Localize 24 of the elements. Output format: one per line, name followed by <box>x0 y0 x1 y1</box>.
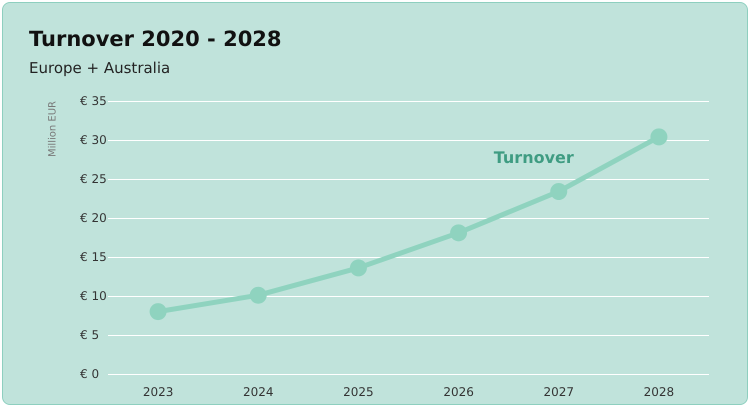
y-tick-label: € 20 <box>80 211 107 225</box>
x-tick-label: 2026 <box>443 385 474 399</box>
series-label: Turnover <box>494 148 574 167</box>
point <box>450 224 468 242</box>
y-tick-label: € 0 <box>80 367 100 381</box>
x-tick-label: 2024 <box>242 385 274 399</box>
y-tick-label: € 25 <box>80 172 107 186</box>
x-tick-label: 2023 <box>142 385 174 399</box>
y-tick-label: € 5 <box>80 328 100 342</box>
y-tick-label: € 35 <box>80 94 107 108</box>
point <box>150 303 167 320</box>
y-tick-label: € 15 <box>80 250 107 264</box>
point <box>550 182 568 200</box>
y-tick-label: € 30 <box>80 133 107 147</box>
point <box>650 128 668 146</box>
y-tick-label: € 10 <box>80 289 107 303</box>
chart-subtitle: Europe + Australia <box>29 59 170 77</box>
x-tick-label: 2028 <box>644 385 674 399</box>
point <box>250 286 267 304</box>
point <box>350 259 367 276</box>
y-axis-title: Million EUR <box>48 100 58 157</box>
x-tick-label: 2025 <box>343 385 374 399</box>
chart-title: Turnover 2020 - 2028 <box>29 27 282 51</box>
x-tick-label: 2027 <box>543 385 574 399</box>
